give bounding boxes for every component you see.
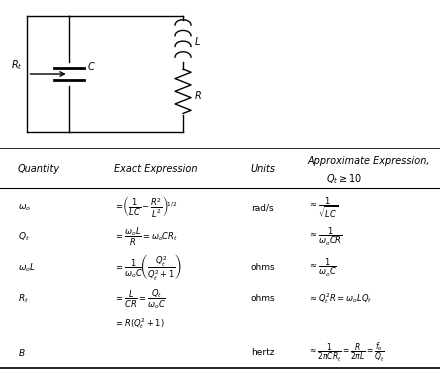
Text: $\approx Q_t^2 R=\omega_o LQ_t$: $\approx Q_t^2 R=\omega_o LQ_t$	[308, 292, 372, 306]
Text: Exact Expression: Exact Expression	[114, 164, 198, 174]
Text: ohms: ohms	[251, 295, 275, 303]
Text: $R$: $R$	[194, 90, 202, 101]
Text: $\approx\dfrac{1}{\sqrt{LC}}$: $\approx\dfrac{1}{\sqrt{LC}}$	[308, 196, 338, 220]
Text: $\approx\dfrac{1}{\omega_o C}$: $\approx\dfrac{1}{\omega_o C}$	[308, 257, 337, 279]
Text: $Q_t \geq 10$: $Q_t \geq 10$	[326, 172, 362, 186]
Text: $B$: $B$	[18, 347, 25, 358]
Text: $R_t$: $R_t$	[11, 58, 23, 73]
Text: $\approx\dfrac{1}{2\pi CR_t}=\dfrac{R}{2\pi L}=\dfrac{f_o}{Q_t}$: $\approx\dfrac{1}{2\pi CR_t}=\dfrac{R}{2…	[308, 340, 385, 364]
Text: $=\!\left(\dfrac{1}{LC}-\dfrac{R^2}{L^2}\right)^{\!1/2}$: $=\!\left(\dfrac{1}{LC}-\dfrac{R^2}{L^2}…	[114, 195, 178, 221]
Text: $R_t$: $R_t$	[18, 293, 29, 305]
Text: $L$: $L$	[194, 35, 202, 47]
Text: hertz: hertz	[251, 348, 274, 357]
Text: Quantity: Quantity	[18, 164, 60, 174]
Text: Units: Units	[251, 164, 276, 174]
Text: $=\dfrac{1}{\omega_o C}\!\left(\dfrac{Q_t^2}{Q_t^2+1}\right)$: $=\dfrac{1}{\omega_o C}\!\left(\dfrac{Q_…	[114, 253, 183, 283]
Text: $C$: $C$	[87, 60, 96, 73]
Text: $\omega_o$: $\omega_o$	[18, 203, 31, 213]
Text: $=R(Q_t^2+1)$: $=R(Q_t^2+1)$	[114, 316, 165, 331]
Text: Approximate Expression,: Approximate Expression,	[308, 156, 430, 166]
Text: $\approx\dfrac{1}{\omega_o CR}$: $\approx\dfrac{1}{\omega_o CR}$	[308, 226, 343, 248]
Text: $\omega_o L$: $\omega_o L$	[18, 262, 36, 274]
Text: rad/s: rad/s	[251, 204, 273, 212]
Text: ohms: ohms	[251, 263, 275, 272]
Text: $Q_t$: $Q_t$	[18, 231, 29, 243]
Text: $=\dfrac{\omega_o L}{R}=\omega_o CR_t$: $=\dfrac{\omega_o L}{R}=\omega_o CR_t$	[114, 226, 179, 248]
Text: $=\dfrac{L}{CR}=\dfrac{Q_t}{\omega_o C}$: $=\dfrac{L}{CR}=\dfrac{Q_t}{\omega_o C}$	[114, 287, 166, 311]
